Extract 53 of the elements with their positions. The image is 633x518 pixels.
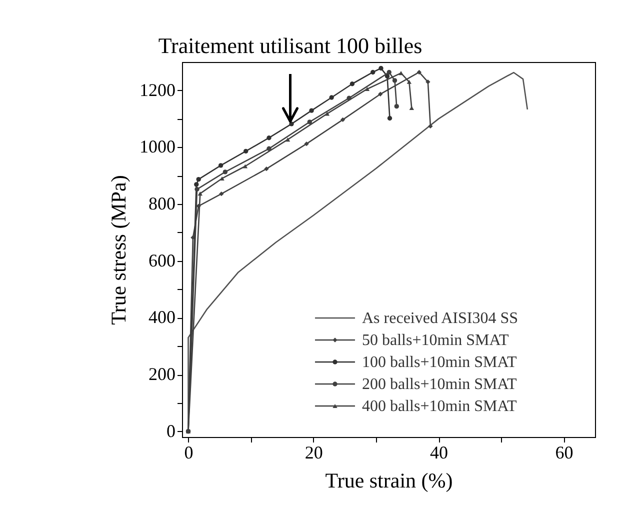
legend-label: 200 balls+10min SMAT — [362, 376, 518, 393]
point — [289, 122, 294, 126]
x-tick-label: 0 — [184, 442, 194, 462]
point — [370, 70, 376, 75]
y-tick-label: 1200 — [140, 80, 176, 100]
point — [364, 86, 370, 92]
point — [266, 136, 272, 140]
y-tick-label: 0 — [166, 420, 176, 441]
point — [242, 164, 248, 168]
point — [307, 120, 312, 124]
point — [243, 148, 248, 154]
annotation: Traitement utilisant 100 billes — [158, 33, 422, 58]
x-tick-label: 20 — [304, 442, 323, 462]
point — [218, 163, 224, 168]
point — [329, 95, 334, 100]
point — [378, 92, 383, 96]
point — [222, 170, 228, 174]
point — [219, 191, 224, 196]
point — [194, 186, 200, 192]
point — [266, 146, 272, 151]
point — [398, 71, 404, 76]
y-tick-label: 200 — [148, 364, 176, 384]
x-axis-title: True strain (%) — [325, 468, 453, 492]
point — [264, 166, 269, 172]
point — [309, 108, 314, 113]
y-tick-label: 600 — [148, 250, 176, 270]
point — [387, 116, 392, 121]
y-tick-label: 400 — [148, 307, 176, 328]
point — [378, 66, 384, 71]
point — [416, 70, 422, 75]
point — [350, 82, 355, 86]
point — [304, 141, 309, 146]
point — [198, 192, 202, 196]
x-tick-label: 40 — [430, 442, 448, 462]
point — [406, 80, 412, 84]
point — [285, 138, 290, 142]
point — [196, 176, 201, 182]
point — [220, 176, 224, 181]
y-axis-title: True stress (MPa) — [106, 175, 130, 325]
y-tick-label: 800 — [148, 194, 176, 214]
legend-label: 100 balls+10min SMAT — [362, 354, 518, 371]
legend-label: As received AISI304 SS — [362, 310, 518, 327]
legend-label: 400 balls+10min SMAT — [362, 398, 518, 415]
legend-label: 50 balls+10min SMAT — [362, 332, 510, 349]
point — [194, 182, 199, 187]
point — [394, 104, 399, 109]
point — [392, 78, 398, 83]
point — [426, 80, 430, 84]
y-tick-label: 1000 — [140, 136, 176, 157]
point — [340, 117, 346, 122]
x-tick-label: 60 — [555, 442, 574, 462]
point — [384, 74, 390, 79]
point — [386, 70, 392, 75]
